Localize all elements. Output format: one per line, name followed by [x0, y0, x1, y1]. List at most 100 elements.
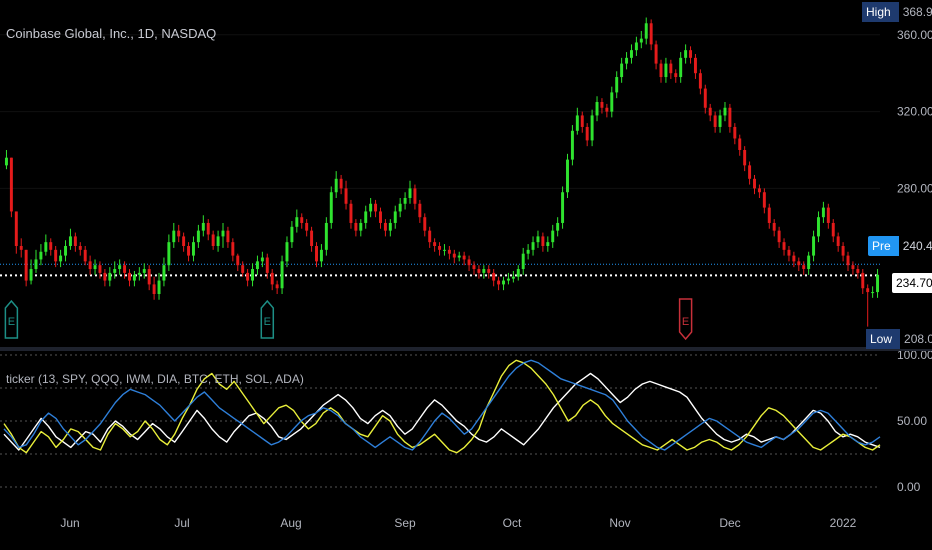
candle-body [123, 265, 127, 273]
candle-body [782, 242, 786, 250]
candle-body [231, 242, 235, 256]
candle-body [812, 236, 816, 256]
candle-body [246, 272, 250, 281]
candle-body [315, 246, 318, 262]
candle-body [447, 249, 451, 254]
time-axis-label: Nov [609, 516, 630, 530]
candle-body [708, 107, 712, 116]
candle-body [68, 236, 72, 246]
candle-body [620, 63, 624, 78]
candle-body [93, 265, 97, 270]
candle-body [521, 253, 525, 270]
candle-body [339, 178, 343, 189]
candle-body [684, 50, 688, 58]
candle-body [137, 272, 141, 275]
candle-body [132, 274, 136, 281]
candle-body [487, 269, 491, 273]
candle-body [605, 107, 609, 112]
candle-body [556, 222, 560, 231]
candle-body [575, 115, 579, 131]
candle-body [679, 57, 683, 78]
candle-body [319, 249, 323, 262]
candle-body [344, 188, 348, 204]
candle-body [654, 44, 658, 64]
candle-body [310, 230, 314, 246]
candle-body [748, 165, 752, 179]
candle-body [615, 77, 619, 93]
candle-body [861, 272, 865, 289]
candle-body [285, 242, 289, 262]
candle-body [477, 269, 481, 273]
candle-body [167, 242, 171, 266]
pane-divider[interactable] [0, 347, 932, 351]
candle-body [334, 178, 338, 193]
candle-body [388, 222, 392, 231]
candle-body [580, 115, 584, 127]
candle-body [546, 242, 550, 246]
earnings-marker [260, 299, 275, 339]
candle-body [802, 265, 806, 270]
low-tag-label: Low [866, 329, 897, 349]
candle-body [78, 246, 82, 250]
candle-body [442, 249, 446, 251]
candle-body [103, 272, 107, 281]
candle-body [698, 73, 702, 89]
candle-body [364, 211, 368, 223]
candle-body [4, 157, 8, 166]
candle-body [511, 276, 515, 279]
candle-body [462, 255, 466, 260]
candle-body [851, 265, 855, 270]
candle-body [767, 207, 771, 223]
candle-body [792, 255, 796, 262]
time-axis-label: Jul [174, 516, 189, 530]
candle-body [826, 207, 830, 223]
candle-body [610, 92, 614, 112]
candle-body [128, 272, 131, 281]
pre-tag: Pre 240.49 [868, 236, 932, 256]
candle-body [876, 274, 880, 293]
candle-body [492, 272, 496, 281]
candle-body [64, 246, 67, 256]
candle-body [211, 234, 215, 246]
candle-body [260, 257, 264, 262]
candle-body [757, 188, 761, 193]
chart-title: Coinbase Global, Inc., 1D, NASDAQ [6, 26, 217, 41]
candle-body [595, 102, 599, 116]
high-tag-value: 368.90 [898, 2, 932, 22]
candle-body [142, 269, 146, 273]
candle-body [118, 265, 122, 270]
indicator-tick-label: 100.00 [897, 348, 932, 362]
time-axis-label: Oct [503, 516, 522, 530]
candle-body [871, 292, 875, 294]
candle-body [9, 157, 13, 212]
candle-body [438, 246, 442, 250]
time-axis-label: Aug [280, 516, 301, 530]
candle-body [290, 226, 294, 243]
candle-body [551, 230, 555, 243]
candle-body [191, 242, 195, 256]
candle-body [644, 23, 648, 39]
candle-body [743, 150, 747, 166]
candle-body [625, 57, 629, 64]
candle-body [590, 115, 594, 141]
indicator-series-line [3, 359, 881, 451]
candle-body [841, 246, 845, 256]
indicator-series-line [3, 359, 881, 454]
candle-body [541, 236, 545, 246]
candle-body [502, 280, 505, 285]
candle-body [270, 272, 274, 285]
candle-body [54, 249, 58, 262]
candle-body [19, 246, 23, 250]
candle-body [585, 126, 589, 141]
earnings-marker-label: E [264, 316, 271, 328]
candle-body [669, 63, 673, 74]
candle-body [152, 284, 156, 294]
time-axis-label: Jun [60, 516, 79, 530]
candle-body [457, 255, 461, 258]
candle-body [703, 88, 707, 108]
candle-body [846, 255, 850, 266]
candle-body [39, 251, 43, 260]
candle-body [44, 242, 48, 252]
